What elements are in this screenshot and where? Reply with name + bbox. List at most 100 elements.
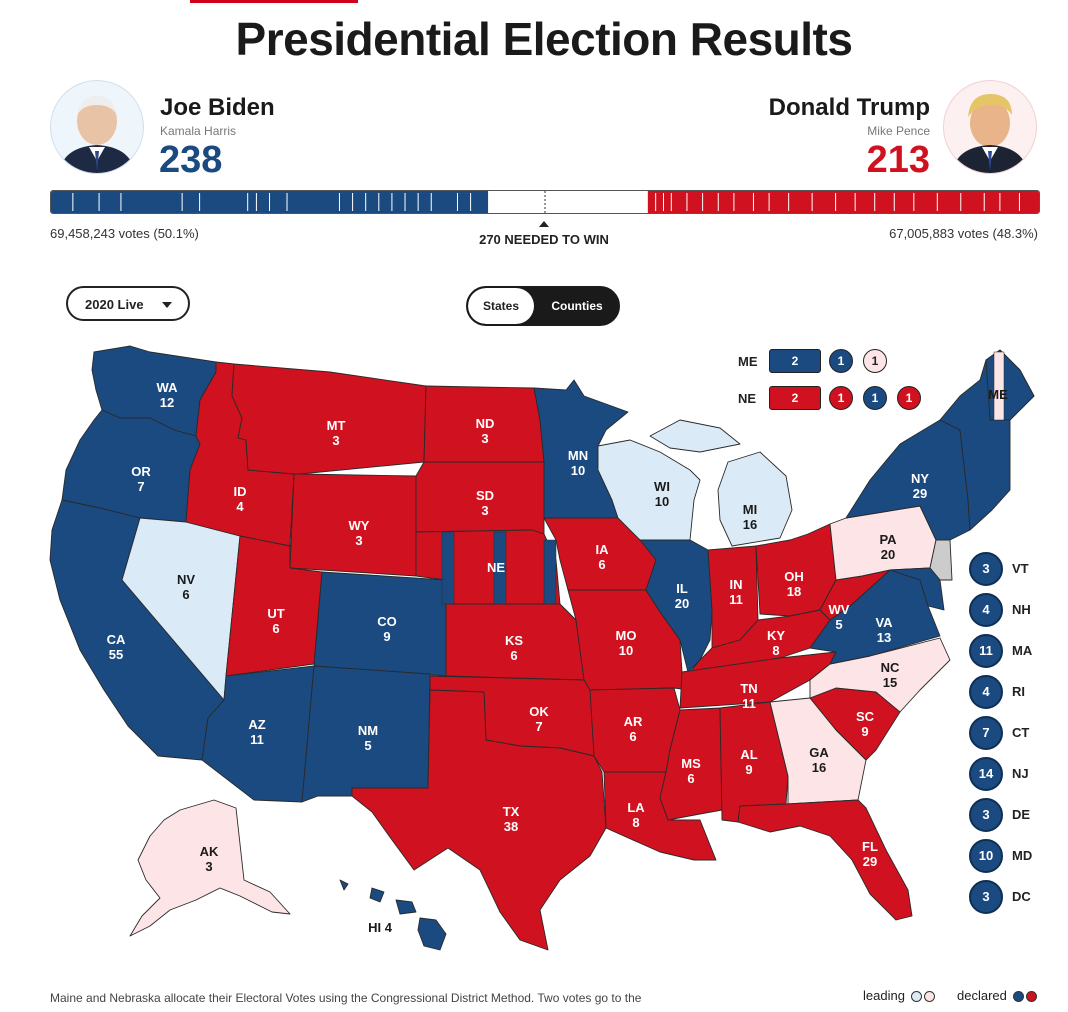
state-wi[interactable] bbox=[597, 439, 701, 541]
pence-name: Mike Pence bbox=[867, 124, 930, 138]
state-label-nv: NV 6 bbox=[177, 572, 195, 602]
state-label-mi: MI 16 bbox=[743, 502, 757, 532]
view-counties-button[interactable]: Counties bbox=[551, 299, 603, 313]
person-portrait-icon bbox=[952, 93, 1028, 173]
state-label-hi: HI 4 bbox=[368, 920, 393, 935]
small-state-abbr: RI bbox=[1012, 684, 1025, 699]
state-label-la: LA 8 bbox=[627, 800, 645, 830]
small-state-abbr: DC bbox=[1012, 889, 1031, 904]
state-tx[interactable] bbox=[351, 689, 607, 951]
state-hi[interactable] bbox=[339, 879, 447, 951]
me-at-large-box: 2 bbox=[769, 349, 821, 373]
ne-district-stripes bbox=[441, 531, 557, 605]
state-label-co: CO 9 bbox=[377, 614, 397, 644]
small-state-ev: 7 bbox=[969, 716, 1003, 750]
person-portrait-icon bbox=[59, 95, 135, 173]
small-state-de[interactable]: 3 DE bbox=[969, 798, 1068, 832]
state-fl[interactable] bbox=[737, 799, 913, 921]
small-state-ct[interactable]: 7 CT bbox=[969, 716, 1068, 750]
state-label-mt: MT 3 bbox=[327, 418, 346, 448]
small-state-dc[interactable]: 3 DC bbox=[969, 880, 1068, 914]
electoral-vote-bar bbox=[50, 190, 1040, 214]
state-label-ks: KS 6 bbox=[505, 633, 523, 663]
year-select[interactable]: 2020 Live bbox=[66, 286, 190, 321]
state-mi[interactable] bbox=[649, 419, 793, 547]
state-label-wv: WV 5 bbox=[829, 602, 850, 632]
electoral-bar-segments bbox=[51, 191, 1039, 213]
small-state-ev: 11 bbox=[969, 634, 1003, 668]
footnote: Maine and Nebraska allocate their Electo… bbox=[50, 991, 642, 1005]
ne-district-2: 1 bbox=[863, 386, 887, 410]
small-state-nj[interactable]: 14 NJ bbox=[969, 757, 1068, 791]
state-label-wa: WA 12 bbox=[157, 380, 179, 410]
biden-avatar bbox=[50, 80, 144, 174]
small-state-abbr: NH bbox=[1012, 602, 1031, 617]
legend-declared: declared bbox=[957, 988, 1037, 1003]
trump-name: Donald Trump bbox=[768, 94, 930, 121]
trump-electoral-votes: 213 bbox=[866, 139, 930, 181]
state-label-va: VA 13 bbox=[875, 615, 893, 645]
state-label-tn: TN 11 bbox=[740, 681, 757, 711]
needed-to-win: 270 NEEDED TO WIN bbox=[479, 232, 609, 247]
state-label-ia: IA 6 bbox=[596, 542, 610, 572]
small-state-ev: 4 bbox=[969, 593, 1003, 627]
state-label-in: IN 11 bbox=[729, 577, 743, 607]
state-label-il: IL 20 bbox=[675, 581, 689, 611]
small-state-ri[interactable]: 4 RI bbox=[969, 675, 1068, 709]
state-me[interactable] bbox=[985, 349, 1035, 421]
state-label-nm: NM 5 bbox=[358, 723, 378, 753]
state-il[interactable] bbox=[639, 539, 713, 673]
state-label-wy: WY 3 bbox=[349, 518, 370, 548]
small-state-abbr: CT bbox=[1012, 725, 1030, 740]
small-state-ev: 3 bbox=[969, 880, 1003, 914]
state-label-sd: SD 3 bbox=[476, 488, 494, 518]
state-label-tx: TX 38 bbox=[503, 804, 520, 834]
state-label-pa: PA 20 bbox=[879, 532, 897, 562]
state-de-md[interactable] bbox=[889, 567, 945, 611]
small-state-ev: 3 bbox=[969, 552, 1003, 586]
small-state-ma[interactable]: 11 MA bbox=[969, 634, 1068, 668]
leading-dem-swatch bbox=[910, 991, 922, 1003]
state-label-ut: UT 6 bbox=[267, 606, 284, 636]
small-state-abbr: MA bbox=[1012, 643, 1033, 658]
ne-split-label: NE bbox=[738, 391, 757, 406]
state-label-me: ME bbox=[988, 387, 1008, 402]
state-label-nd: ND 3 bbox=[476, 416, 495, 446]
small-state-vt[interactable]: 3 VT bbox=[969, 552, 1068, 586]
ne-at-large-box: 2 bbox=[769, 386, 821, 410]
trump-popular-votes: 67,005,883 votes (48.3%) bbox=[889, 226, 1038, 241]
biden-name: Joe Biden bbox=[160, 94, 275, 121]
small-state-md[interactable]: 10 MD bbox=[969, 839, 1068, 873]
state-label-wi: WI 10 bbox=[654, 479, 670, 509]
state-wy[interactable] bbox=[289, 473, 417, 577]
view-toggle[interactable]: States Counties bbox=[466, 286, 620, 326]
harris-name: Kamala Harris bbox=[160, 124, 237, 138]
small-state-abbr: NJ bbox=[1012, 766, 1029, 781]
state-label-mo: MO 10 bbox=[616, 628, 637, 658]
small-state-nh[interactable]: 4 NH bbox=[969, 593, 1068, 627]
state-label-ky: KY 8 bbox=[767, 628, 785, 658]
state-label-az: AZ 11 bbox=[248, 717, 265, 747]
ne-district-3: 1 bbox=[897, 386, 921, 410]
state-label-ms: MS 6 bbox=[681, 756, 701, 786]
state-nj[interactable] bbox=[929, 539, 953, 581]
state-mt[interactable] bbox=[231, 363, 427, 475]
page-title: Presidential Election Results bbox=[235, 13, 853, 65]
view-states-button[interactable]: States bbox=[468, 288, 534, 324]
state-ak[interactable] bbox=[129, 799, 291, 937]
state-label-oh: OH 18 bbox=[784, 569, 804, 599]
year-select-value: 2020 Live bbox=[85, 297, 144, 312]
small-state-abbr: VT bbox=[1012, 561, 1029, 576]
biden-electoral-votes: 238 bbox=[159, 139, 223, 181]
me-district-2: 1 bbox=[863, 349, 887, 373]
legend-leading: leading bbox=[863, 988, 935, 1003]
legend-leading-label: leading bbox=[863, 988, 905, 1003]
state-label-ny: NY 29 bbox=[911, 471, 929, 501]
state-label-ca: CA 55 bbox=[107, 632, 126, 662]
rep-ev-segment bbox=[647, 191, 1039, 213]
state-label-ga: GA 16 bbox=[809, 745, 829, 775]
small-state-ev: 10 bbox=[969, 839, 1003, 873]
trump-avatar bbox=[943, 80, 1037, 174]
state-label-nc: NC 15 bbox=[881, 660, 900, 690]
